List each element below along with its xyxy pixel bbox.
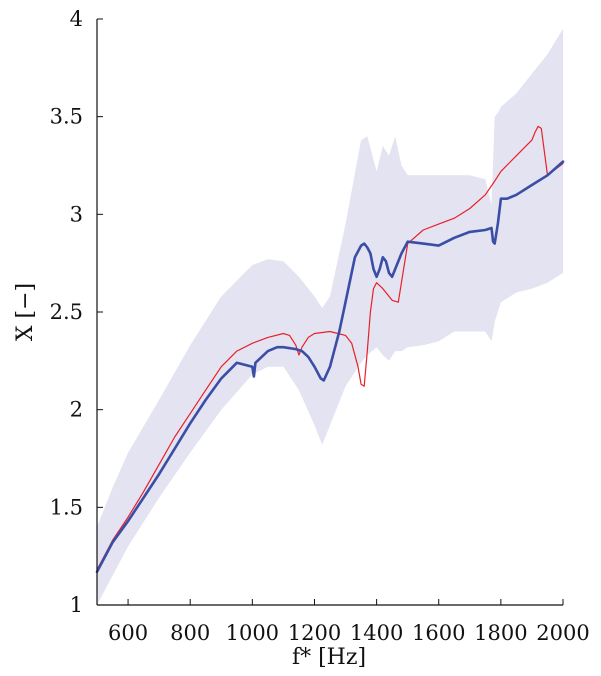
- x-tick-label: 2000: [536, 621, 589, 645]
- x-tick-label: 1000: [226, 621, 279, 645]
- y-axis-title: X [−]: [13, 283, 38, 341]
- ticks-layer: 600 800 1000 1200 1400 1600 1800 2000 1 1.5 2 2.5 3 3…: [50, 7, 590, 645]
- uncertainty-band: [97, 28, 563, 606]
- x-tick-label: 800: [170, 621, 210, 645]
- y-tick-label: 3.5: [50, 105, 83, 129]
- y-tick-label: 4: [70, 7, 83, 31]
- y-tick-label: 2: [70, 398, 83, 422]
- y-tick-label: 2.5: [50, 300, 83, 324]
- x-axis-title: f* [Hz]: [292, 645, 366, 670]
- x-tick-label: 1600: [412, 621, 465, 645]
- x-tick-label: 1800: [474, 621, 527, 645]
- y-tick-label: 1: [70, 593, 83, 617]
- y-tick-label: 1.5: [50, 495, 83, 519]
- x-tick-label: 1400: [350, 621, 403, 645]
- series-layer: [95, 125, 565, 574]
- blue-series-line: [95, 160, 565, 574]
- y-tick-label: 3: [70, 202, 83, 226]
- band-layer: [97, 28, 563, 606]
- x-tick-label: 600: [108, 621, 148, 645]
- x-tick-label: 1200: [288, 621, 341, 645]
- red-series-line: [96, 125, 564, 571]
